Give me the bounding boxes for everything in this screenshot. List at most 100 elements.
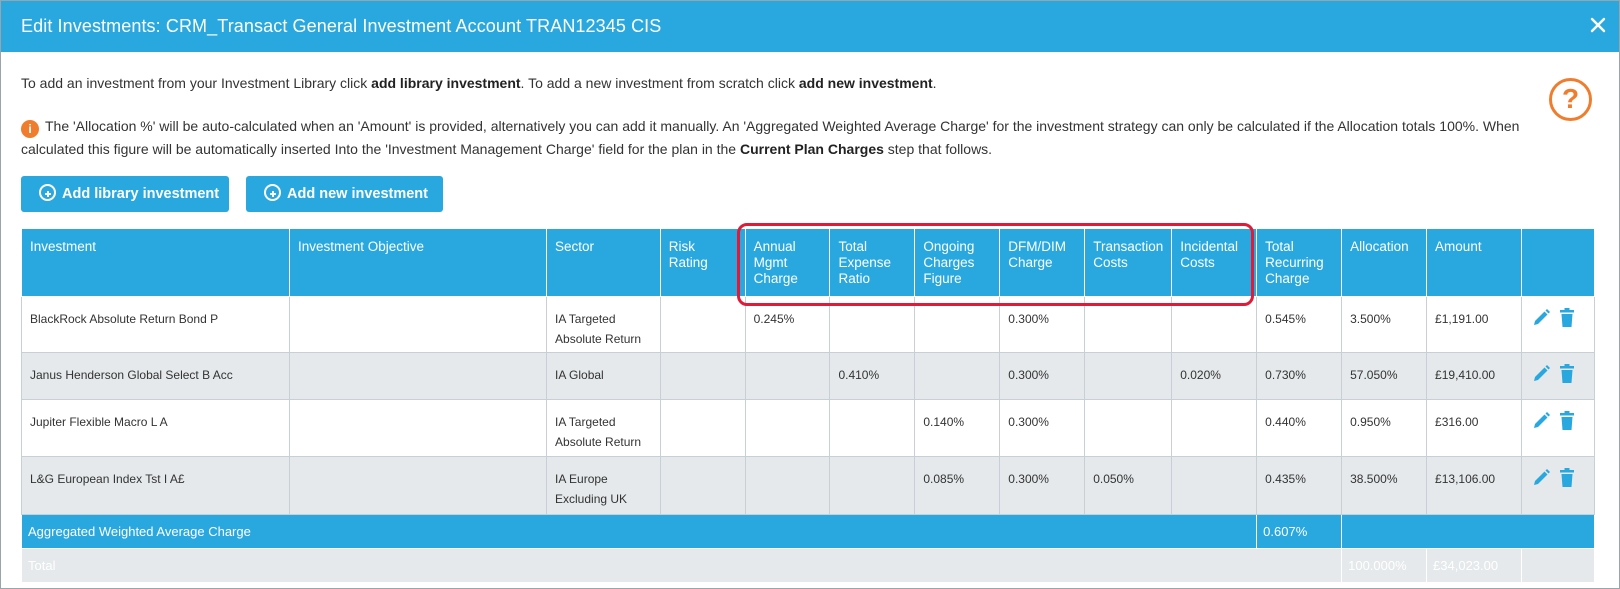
col-total-expense-ratio: Total Expense Ratio bbox=[829, 228, 916, 297]
trash-icon[interactable] bbox=[1556, 410, 1578, 432]
cell-amount: £1,191.00 bbox=[1426, 296, 1522, 353]
total-allocation: 100.000% bbox=[1341, 548, 1428, 583]
cell-actions bbox=[1520, 352, 1596, 400]
cell-risk bbox=[659, 352, 746, 400]
cell-amc bbox=[744, 352, 831, 400]
dialog-titlebar: Edit Investments: CRM_Transact General I… bbox=[1, 1, 1619, 52]
total-empty bbox=[1520, 548, 1596, 583]
cell-incidental bbox=[1171, 399, 1258, 457]
pencil-icon[interactable] bbox=[1530, 307, 1552, 329]
pencil-icon[interactable] bbox=[1530, 363, 1552, 385]
cell-ocf: 0.085% bbox=[914, 456, 1001, 515]
table-row: BlackRock Absolute Return Bond P IA Targ… bbox=[21, 296, 1596, 353]
cell-trc: 0.545% bbox=[1256, 296, 1343, 353]
cell-investment: BlackRock Absolute Return Bond P bbox=[21, 296, 290, 353]
help-icon[interactable]: ? bbox=[1549, 78, 1592, 121]
cell-objective bbox=[288, 456, 548, 515]
table-row: Janus Henderson Global Select B Acc IA G… bbox=[21, 352, 1596, 400]
cell-actions bbox=[1520, 399, 1596, 457]
cell-allocation: 57.050% bbox=[1341, 352, 1428, 400]
col-amount: Amount bbox=[1426, 228, 1522, 297]
aggregated-charge-empty bbox=[1341, 514, 1595, 549]
cell-incidental bbox=[1171, 456, 1258, 515]
cell-ocf bbox=[914, 296, 1001, 353]
cell-objective bbox=[288, 352, 548, 400]
cell-risk bbox=[659, 296, 746, 353]
close-icon[interactable] bbox=[1587, 14, 1609, 36]
col-annual-mgmt-charge: Annual Mgmt Charge bbox=[744, 228, 831, 297]
cell-transaction: 0.050% bbox=[1084, 456, 1173, 515]
cell-objective bbox=[288, 399, 548, 457]
cell-incidental bbox=[1171, 296, 1258, 353]
cell-ter bbox=[829, 399, 916, 457]
pencil-icon[interactable] bbox=[1530, 467, 1552, 489]
total-amount: £34,023.00 bbox=[1426, 548, 1522, 583]
aggregated-charge-row: Aggregated Weighted Average Charge 0.607… bbox=[20, 514, 1595, 549]
cell-investment: Janus Henderson Global Select B Acc bbox=[21, 352, 290, 400]
col-incidental-costs: Incidental Costs bbox=[1171, 228, 1258, 297]
cell-trc: 0.730% bbox=[1256, 352, 1343, 400]
add-library-investment-button[interactable]: Add library investment bbox=[21, 176, 229, 212]
col-allocation: Allocation bbox=[1341, 228, 1428, 297]
dialog-title: Edit Investments: CRM_Transact General I… bbox=[21, 16, 662, 36]
investments-table: Investment Investment Objective Sector R… bbox=[20, 228, 1596, 583]
table-row: Jupiter Flexible Macro L A IA Targeted A… bbox=[21, 399, 1596, 457]
cell-amc bbox=[744, 399, 831, 457]
cell-sector: IA Targeted Absolute Return bbox=[546, 296, 661, 353]
cell-actions bbox=[1520, 456, 1596, 515]
cell-sector: IA Targeted Absolute Return bbox=[546, 399, 661, 457]
aggregated-charge-value: 0.607% bbox=[1256, 514, 1343, 549]
table-row: L&G European Index Tst I A£ IA Europe Ex… bbox=[21, 456, 1596, 515]
trash-icon[interactable] bbox=[1556, 363, 1578, 385]
col-investment: Investment bbox=[21, 228, 290, 297]
cell-transaction bbox=[1084, 296, 1173, 353]
trash-icon[interactable] bbox=[1556, 467, 1578, 489]
total-label: Total bbox=[20, 548, 1343, 583]
cell-ter bbox=[829, 296, 916, 353]
cell-risk bbox=[659, 456, 746, 515]
cell-allocation: 38.500% bbox=[1341, 456, 1428, 515]
col-sector: Sector bbox=[546, 228, 661, 297]
col-risk-rating: Risk Rating bbox=[659, 228, 746, 297]
cell-allocation: 0.950% bbox=[1341, 399, 1428, 457]
add-new-investment-button[interactable]: Add new investment bbox=[246, 176, 443, 212]
cell-investment: L&G European Index Tst I A£ bbox=[21, 456, 290, 515]
info-message: i The 'Allocation %' will be auto-calcula… bbox=[21, 118, 1520, 157]
cell-amount: £19,410.00 bbox=[1426, 352, 1522, 400]
plus-circle-icon bbox=[39, 184, 56, 201]
cell-incidental: 0.020% bbox=[1171, 352, 1258, 400]
cell-trc: 0.440% bbox=[1256, 399, 1343, 457]
col-dfm-dim-charge: DFM/DIM Charge bbox=[999, 228, 1086, 297]
total-row: Total 100.000% £34,023.00 bbox=[20, 548, 1596, 583]
cell-actions bbox=[1520, 296, 1596, 353]
col-total-recurring-charge: Total Recurring Charge bbox=[1256, 228, 1343, 297]
cell-transaction bbox=[1084, 352, 1173, 400]
trash-icon[interactable] bbox=[1556, 307, 1578, 329]
cell-dfm: 0.300% bbox=[999, 352, 1086, 400]
col-actions bbox=[1520, 228, 1596, 297]
cell-amount: £316.00 bbox=[1426, 399, 1522, 457]
cell-ter bbox=[829, 456, 916, 515]
pencil-icon[interactable] bbox=[1530, 410, 1552, 432]
cell-amount: £13,106.00 bbox=[1426, 456, 1522, 515]
aggregated-charge-label: Aggregated Weighted Average Charge bbox=[20, 514, 1258, 549]
cell-dfm: 0.300% bbox=[999, 296, 1086, 353]
cell-investment: Jupiter Flexible Macro L A bbox=[21, 399, 290, 457]
cell-transaction bbox=[1084, 399, 1173, 457]
intro-text: To add an investment from your Investmen… bbox=[21, 75, 937, 91]
cell-dfm: 0.300% bbox=[999, 399, 1086, 457]
cell-sector: IA Europe Excluding UK bbox=[546, 456, 661, 515]
cell-allocation: 3.500% bbox=[1341, 296, 1428, 353]
plus-circle-icon bbox=[264, 184, 281, 201]
table-header-row: Investment Investment Objective Sector R… bbox=[21, 228, 1596, 297]
col-ongoing-charges-figure: Ongoing Charges Figure bbox=[914, 228, 1001, 297]
cell-objective bbox=[288, 296, 548, 353]
cell-ocf bbox=[914, 352, 1001, 400]
cell-sector: IA Global bbox=[546, 352, 661, 400]
cell-amc bbox=[744, 456, 831, 515]
add-new-link-text: add new investment bbox=[798, 75, 933, 91]
cell-ocf: 0.140% bbox=[914, 399, 1001, 457]
add-library-link-text: add library investment bbox=[371, 75, 521, 91]
cell-ter: 0.410% bbox=[829, 352, 916, 400]
